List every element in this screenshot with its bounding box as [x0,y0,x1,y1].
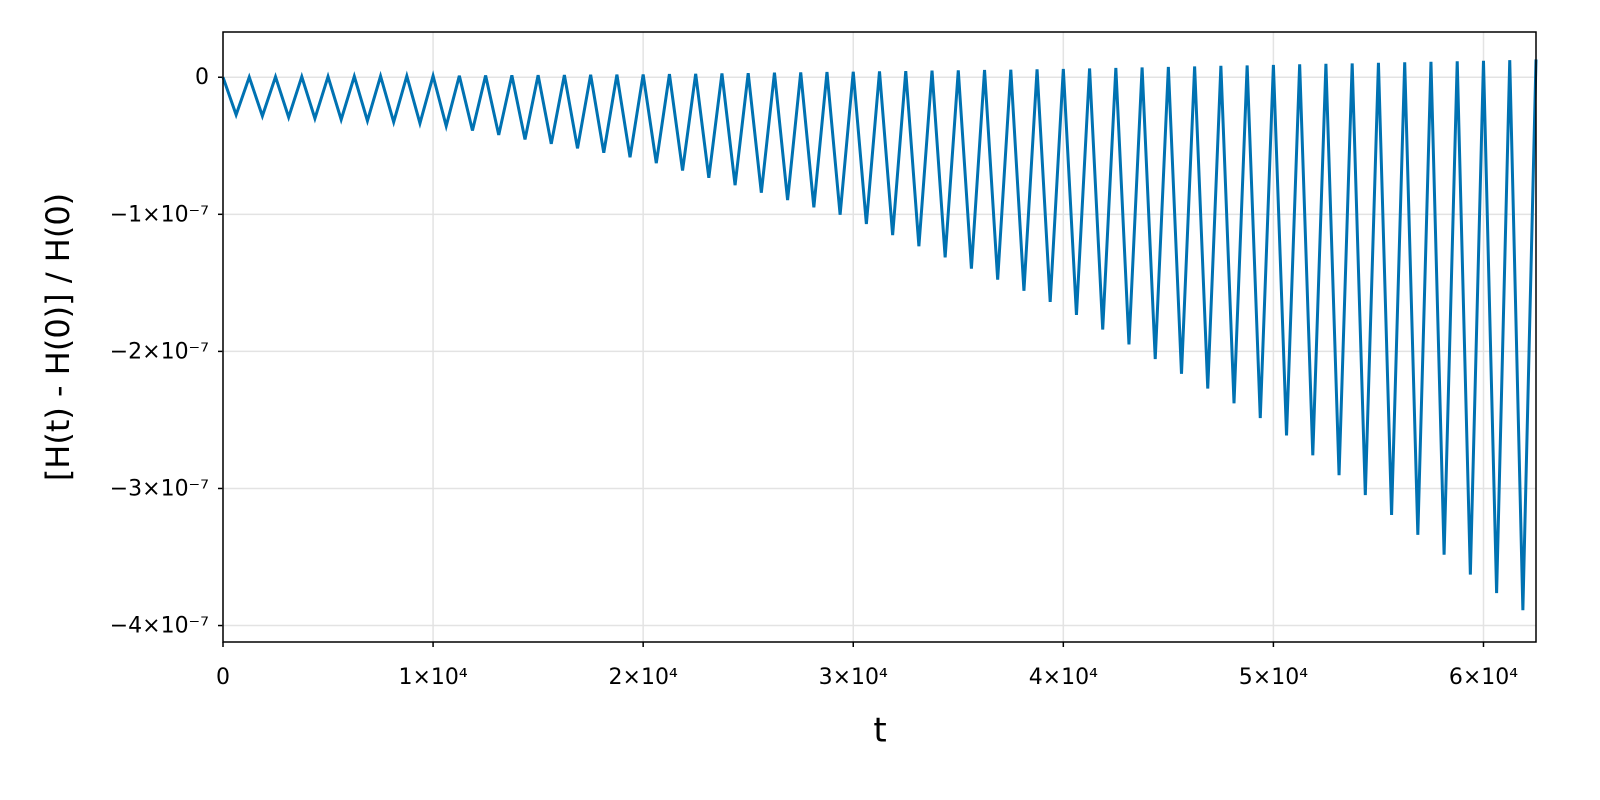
y-tick-label: −1×10⁻⁷ [110,202,209,227]
x-tick-label: 2×10⁴ [609,665,678,690]
y-axis-label: [H(t) - H(0)] / H(0) [39,193,77,481]
x-tick-label: 3×10⁴ [819,665,888,690]
y-tick-label: −2×10⁻⁷ [110,339,209,364]
y-tick-label: −4×10⁻⁷ [110,614,209,639]
y-tick-label: 0 [195,65,209,90]
x-tick-label: 6×10⁴ [1449,665,1518,690]
x-tick-label: 0 [216,665,230,690]
x-tick-label: 1×10⁴ [398,665,467,690]
x-tick-label: 4×10⁴ [1029,665,1098,690]
y-tick-label: −3×10⁻⁷ [110,476,209,501]
data-line [221,59,1538,611]
plot-frame [222,31,1537,643]
x-axis-label: t [873,711,886,751]
x-tick-label: 5×10⁴ [1239,665,1308,690]
